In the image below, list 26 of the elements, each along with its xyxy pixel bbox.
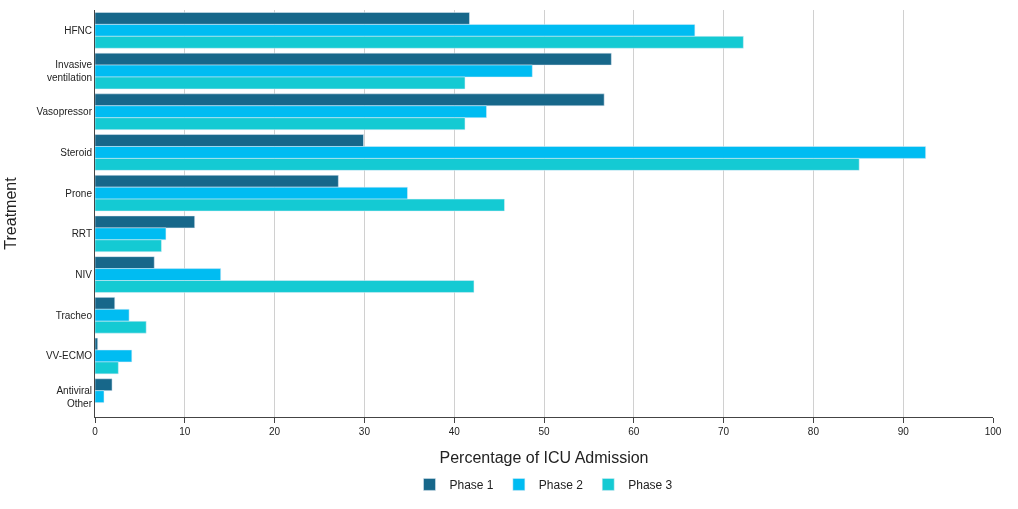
x-tick-label: 100 — [984, 426, 1002, 437]
y-tick-label: Antiviral Other — [56, 384, 93, 409]
x-tick-label: 30 — [358, 426, 371, 437]
x-tick-label: 10 — [179, 426, 191, 437]
y-tick-label: Vasopressor — [36, 106, 93, 118]
x-tick-label: 90 — [897, 426, 910, 437]
x-tick-label: 50 — [538, 426, 550, 437]
x-tick-label: 80 — [807, 426, 820, 437]
legend-label: Phase 2 — [538, 478, 584, 493]
y-tick-label: Invasive ventilation — [46, 59, 93, 84]
legend-label: Phase 1 — [449, 478, 494, 493]
y-tick-label: RRT — [71, 228, 92, 240]
x-tick-label: 70 — [718, 426, 730, 437]
y-axis-title: Treatment — [2, 176, 20, 250]
y-tick-label: Prone — [65, 187, 93, 199]
y-tick-label: Tracheo — [55, 309, 93, 321]
x-tick-label: 40 — [448, 426, 461, 437]
x-axis-title: Percentage of ICU Admission — [439, 448, 649, 466]
x-tick-label: 60 — [628, 426, 640, 437]
x-tick-label: 0 — [92, 426, 99, 437]
x-tick-label: 20 — [269, 426, 281, 437]
y-tick-label: NIV — [75, 269, 93, 281]
y-tick-label: HFNC — [64, 24, 92, 36]
y-tick-label: Steroid — [60, 146, 92, 158]
legend-label: Phase 3 — [628, 478, 673, 493]
y-tick-label: VV-ECMO — [45, 350, 93, 362]
